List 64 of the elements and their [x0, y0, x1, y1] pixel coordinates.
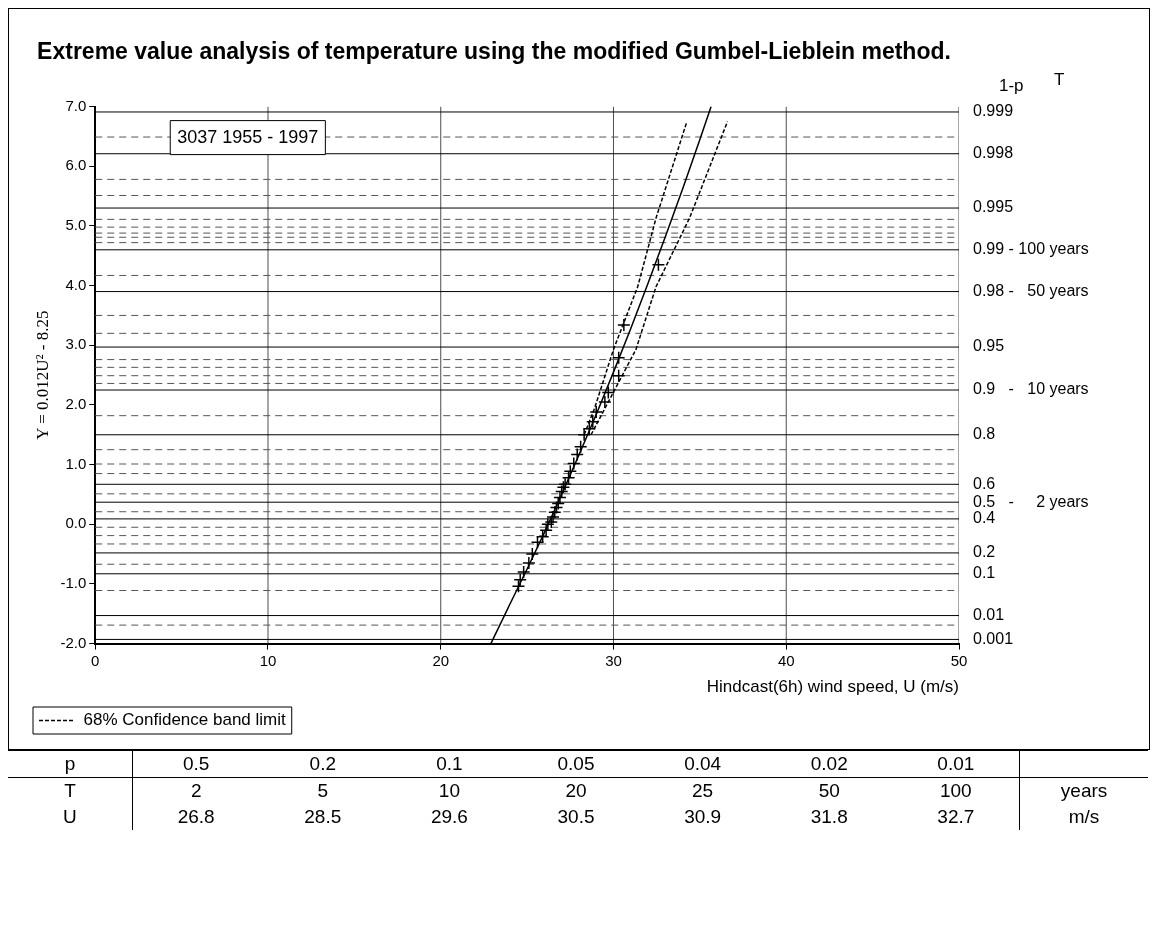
- text: 50: [818, 780, 840, 801]
- text: 29.6: [430, 806, 468, 827]
- y-tick-label: 0.0: [65, 514, 87, 532]
- text: 25: [692, 780, 714, 801]
- y-tick-label: 4.0: [65, 275, 87, 293]
- text: 30.9: [684, 806, 722, 827]
- category-label: T: [64, 780, 76, 801]
- text: 0.995: [973, 198, 1014, 216]
- x-tick-label: 10: [259, 651, 277, 669]
- text: 5: [317, 780, 329, 801]
- x-tick-label: 30: [605, 651, 622, 669]
- text: 0.1: [973, 564, 996, 582]
- text: 1-p: [999, 76, 1024, 96]
- x-tick-label: 50: [950, 651, 968, 669]
- text: 0.99 - 100 years: [973, 240, 1089, 258]
- text: T: [1054, 70, 1065, 90]
- y-tick-label: 1.0: [65, 454, 87, 472]
- text: 26.8: [177, 806, 215, 827]
- text: 0.5: [182, 753, 210, 774]
- y-tick-label: 6.0: [65, 156, 87, 174]
- x-tick-label: 0: [91, 651, 100, 669]
- legend-label: 68% Confidence band limit: [83, 710, 287, 730]
- y-tick-label: 5.0: [65, 216, 87, 234]
- text: 0.95: [973, 337, 1005, 355]
- text: 0.998: [973, 144, 1014, 162]
- text: 2: [190, 780, 202, 801]
- chart-title: Extreme value analysis of temperature using the modified Gumbel-Lieblein method.: [37, 38, 951, 65]
- text: 0.8: [973, 425, 996, 443]
- text: 20: [565, 780, 587, 801]
- y-axis-title: Y = 0.012U² - 8.25: [32, 310, 52, 440]
- text: 0.2: [309, 753, 336, 774]
- text: 0.001: [973, 629, 1014, 647]
- text: 0.2: [973, 543, 996, 561]
- category-label: U: [63, 806, 77, 827]
- text: 0.05: [557, 753, 595, 774]
- x-tick-label: 40: [777, 651, 795, 669]
- text: 0.999: [973, 102, 1014, 120]
- text: 0.4: [973, 509, 996, 527]
- text: 0.1: [436, 753, 463, 774]
- text: 0.01: [937, 753, 975, 774]
- text: 0.98 - 50 years: [973, 281, 1089, 299]
- text: 32.7: [937, 806, 975, 827]
- text: 0.6: [973, 474, 996, 492]
- y-tick-label: -1.0: [60, 574, 87, 592]
- text: 0.01: [973, 605, 1005, 623]
- text: 28.5: [304, 806, 342, 827]
- text: 10: [438, 780, 460, 801]
- text: 0.9 - 10 years: [973, 380, 1089, 398]
- category-label: p: [64, 753, 76, 774]
- text: m/s: [1068, 806, 1100, 827]
- x-axis-title: Hindcast(6h) wind speed, U (m/s): [706, 677, 959, 697]
- x-tick-label: 20: [432, 651, 450, 669]
- y-tick-label: 2.0: [65, 395, 87, 413]
- text: 0.02: [810, 753, 848, 774]
- text: 0.04: [684, 753, 722, 774]
- text: 30.5: [557, 806, 595, 827]
- text: 0.5 - 2 years: [973, 492, 1089, 510]
- y-tick-label: -2.0: [60, 633, 87, 651]
- y-tick-label: 3.0: [65, 335, 87, 353]
- text: 31.8: [810, 806, 848, 827]
- text: years: [1060, 780, 1108, 801]
- annotation: 3037 1955 - 1997: [177, 126, 319, 147]
- text: 100: [939, 780, 972, 801]
- y-tick-label: 7.0: [65, 96, 87, 114]
